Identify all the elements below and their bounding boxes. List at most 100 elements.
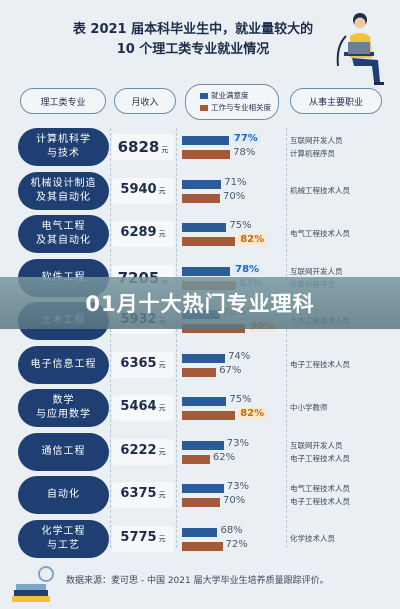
main-occupations: 化学技术人员 (290, 532, 390, 545)
satisfaction-bar (182, 136, 229, 145)
monthly-salary: 5464 元 (112, 395, 174, 421)
main-occupations: 互联网开发人员 电子工程技术人员 (290, 439, 390, 465)
bar-group: 74% 67% (178, 348, 284, 382)
occupation-item: 电子工程技术人员 (290, 453, 350, 463)
occupation-item: 电子工程技术人员 (290, 497, 350, 506)
salary-value: 5464 (120, 399, 157, 414)
column-divider (110, 128, 111, 548)
table-row: 通信工程 6222 元 73% 62% 互联网开发人员 电子工程技术人员 (0, 432, 400, 471)
column-divider (286, 128, 287, 548)
major-name: 机械设计制造 及其自动化 (18, 171, 109, 210)
major-name: 计算机科学 与技术 (18, 128, 109, 166)
occupation-item: 互联网开发人员 (290, 266, 343, 276)
salary-value: 5775 (120, 529, 157, 545)
relevance-value: 82% (238, 234, 267, 245)
header-jobs: 从事主要职业 (290, 88, 382, 114)
main-occupations: 机械工程技术人员 (290, 184, 390, 197)
salary-unit: 元 (158, 230, 166, 238)
table-row: 电子信息工程 6365 元 74% 67% 电子工程技术人员 (0, 345, 400, 384)
relevance-value: 78% (233, 147, 256, 158)
satisfaction-value: 75% (229, 220, 252, 231)
satisfaction-value: 78% (233, 263, 262, 275)
table-row: 数学 与应用数学 5464 元 75% 82% 中小学教师 (0, 389, 400, 427)
satisfaction-bar (182, 440, 224, 450)
monthly-salary: 6289 元 (112, 221, 174, 247)
occupation-item: 电气工程技术人员 (290, 229, 350, 238)
satisfaction-value: 77% (231, 133, 260, 144)
bar-group: 77% 78% (178, 130, 284, 164)
salary-value: 6222 (120, 442, 157, 458)
main-occupations: 中小学教师 (290, 401, 390, 414)
occupation-item: 电气工程技术人员 (290, 484, 350, 493)
satisfaction-value: 73% (226, 437, 250, 449)
relevance-value: 67% (219, 364, 242, 376)
occupation-item: 互联网开发人员 (290, 136, 343, 145)
table-row: 自动化 6375 元 73% 70% 电气工程技术人员 电子工程技术人员 (0, 476, 400, 514)
bar-group: 73% 70% (178, 478, 284, 512)
satisfaction-bar (182, 179, 222, 189)
salary-value: 5940 (120, 181, 157, 197)
relevance-value: 82% (238, 408, 267, 419)
salary-unit: 元 (158, 186, 166, 195)
relevance-bar (182, 498, 220, 507)
monthly-salary: 6828 元 (112, 134, 174, 160)
legend: 就业满意度 工作与专业相关度 (185, 84, 279, 120)
title-line-1: 表 2021 届本科毕业生中，就业量较大的 (72, 22, 314, 37)
salary-value: 6289 (120, 225, 157, 240)
satisfaction-bar (182, 266, 231, 276)
major-name: 化学工程 与工艺 (18, 519, 109, 558)
major-name: 数学 与应用数学 (18, 389, 109, 427)
data-source: 数据来源：麦可思 - 中国 2021 届大学毕业生培养质量跟踪评价。 (66, 576, 329, 586)
relevance-bar (182, 193, 220, 203)
books-decoration (12, 566, 54, 602)
main-occupations: 电气工程技术人员 (290, 227, 390, 240)
salary-unit: 元 (161, 146, 169, 154)
table-row: 计算机科学 与技术 6828 元 77% 78% 互联网开发人员 计算机程序员 (0, 128, 400, 166)
table-row: 化学工程 与工艺 5775 元 68% 72% 化学技术人员 (0, 519, 400, 558)
salary-unit: 元 (158, 404, 166, 412)
occupation-item: 计算机程序员 (290, 149, 335, 158)
satisfaction-bar (182, 397, 227, 406)
occupation-item: 中小学教师 (290, 403, 328, 412)
occupation-item: 化学技术人员 (290, 533, 335, 543)
occupation-item: 电子工程技术人员 (290, 359, 350, 369)
bar-group: 75% 82% (178, 391, 284, 425)
relevance-bar (182, 411, 236, 420)
monthly-salary: 6375 元 (112, 482, 174, 508)
major-name: 通信工程 (18, 432, 109, 471)
bar-group: 68% 72% (178, 522, 284, 556)
satisfaction-value: 71% (224, 176, 247, 188)
legend-relevance-swatch (200, 105, 208, 111)
relevance-value: 70% (223, 495, 246, 506)
bar-group: 75% 82% (178, 217, 284, 251)
relevance-value: 72% (225, 538, 248, 550)
salary-value: 6828 (117, 138, 160, 156)
relevance-value: 62% (212, 451, 236, 463)
relevance-bar (182, 541, 223, 551)
column-divider (176, 128, 177, 548)
salary-unit: 元 (158, 491, 166, 499)
main-occupations: 电气工程技术人员 电子工程技术人员 (290, 482, 390, 508)
satisfaction-value: 74% (228, 350, 251, 362)
salary-unit: 元 (158, 360, 166, 369)
person-with-laptop-illustration (336, 13, 384, 85)
monthly-salary: 5775 元 (112, 525, 174, 552)
monthly-salary: 6222 元 (112, 438, 174, 465)
table-row: 电气工程 及其自动化 6289 元 75% 82% 电气工程技术人员 (0, 215, 400, 253)
satisfaction-bar (182, 223, 227, 232)
major-name: 电气工程 及其自动化 (18, 215, 109, 253)
monthly-salary: 5940 元 (112, 177, 174, 204)
monthly-salary: 6365 元 (112, 351, 174, 378)
relevance-bar (182, 454, 210, 464)
header-salary: 月收入 (114, 88, 176, 114)
occupation-item: 互联网开发人员 (290, 440, 343, 450)
major-name: 自动化 (18, 476, 109, 514)
bar-group: 71% 70% (178, 174, 284, 208)
salary-value: 6365 (120, 355, 157, 371)
main-occupations: 电子工程技术人员 (290, 358, 390, 371)
legend-satisfaction-swatch (200, 93, 208, 99)
header-major: 理工类专业 (20, 88, 106, 114)
bar-group: 73% 62% (178, 435, 284, 469)
salary-unit: 元 (158, 534, 166, 543)
satisfaction-value: 75% (229, 394, 252, 405)
